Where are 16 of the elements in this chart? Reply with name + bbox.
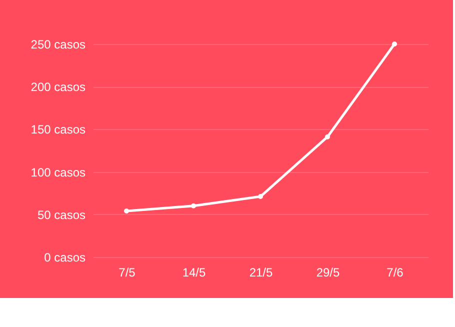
- x-tick-label: 14/5: [182, 266, 206, 280]
- point: [392, 42, 397, 46]
- x-tick-label: 21/5: [249, 266, 273, 280]
- y-tick-label: 100 casos: [30, 165, 86, 180]
- point: [124, 208, 129, 214]
- x-tick-label: 7/6: [386, 266, 404, 280]
- x-tick-label: 29/5: [316, 266, 340, 280]
- y-tick-label: 50 casos: [37, 208, 86, 222]
- point: [258, 194, 263, 200]
- y-tick-label: 0 casos: [44, 250, 86, 264]
- y-tick-label: 200 casos: [30, 80, 86, 94]
- y-tick-label: 150 casos: [30, 122, 86, 137]
- x-tick-label: 7/5: [118, 266, 136, 280]
- y-tick-label: 250 casos: [30, 38, 86, 52]
- point: [325, 134, 330, 140]
- point: [191, 203, 196, 208]
